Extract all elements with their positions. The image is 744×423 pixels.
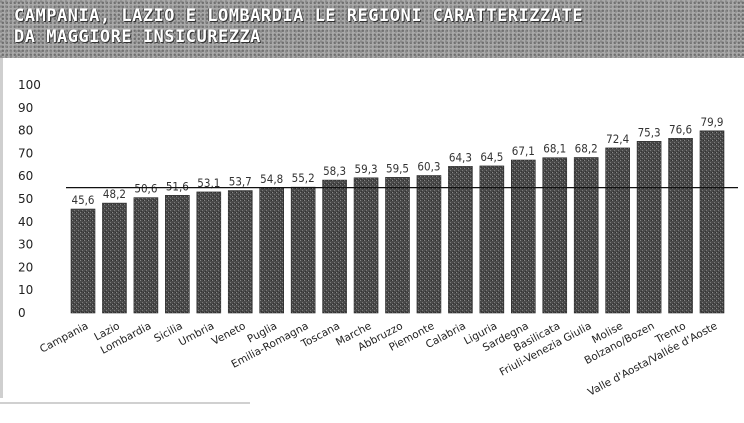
page-edge	[0, 58, 3, 398]
bar-value-label: 64,5	[480, 150, 503, 164]
bottom-rule	[0, 402, 250, 404]
bar-friuli-venezia-giulia	[573, 157, 599, 314]
value-labels: 45,6 48,2 50,6 51,6 53,1 53,7 54,8 55,2 58,3 59,3…	[71, 115, 723, 207]
bar-value-label: 76,6	[669, 122, 692, 136]
bar-value-label: 75,3	[638, 125, 661, 139]
category-label: Veneto	[210, 320, 248, 348]
chart-title-line-1: CAMPANIA, LAZIO E LOMBARDIA LE REGIONI C…	[14, 6, 583, 26]
y-tick-label: 60	[18, 169, 33, 183]
chart-title-line-2: DA MAGGIORE INSICUREZZA	[14, 27, 261, 47]
bar-value-label: 48,2	[103, 187, 126, 201]
bar-value-label: 53,1	[197, 176, 220, 190]
bar-marche	[353, 177, 379, 314]
bar-value-label: 50,6	[134, 182, 157, 196]
chart-header: CAMPANIA, LAZIO E LOMBARDIA LE REGIONI C…	[0, 0, 744, 58]
chart-title: CAMPANIA, LAZIO E LOMBARDIA LE REGIONI C…	[14, 6, 614, 48]
bar-bolzano-bozen	[636, 141, 662, 314]
y-tick-label: 0	[18, 306, 26, 320]
bar-value-label: 60,3	[417, 160, 440, 174]
bar-value-label: 79,9	[700, 115, 723, 129]
y-tick-label: 80	[18, 124, 33, 138]
bar-umbria	[196, 191, 222, 314]
y-tick-label: 70	[18, 146, 33, 160]
bar-value-label: 64,3	[449, 150, 472, 164]
y-tick-label: 50	[18, 192, 33, 206]
bar-value-label: 59,5	[386, 161, 409, 175]
bar-value-label: 72,4	[606, 132, 629, 146]
bar-basilicata	[542, 157, 568, 314]
bar-value-label: 53,7	[229, 175, 252, 189]
bar-liguria	[479, 165, 505, 314]
bar-value-label: 68,2	[575, 142, 598, 156]
category-label: Campania	[38, 320, 91, 356]
bar-value-label: 67,1	[512, 144, 535, 158]
y-tick-label: 20	[18, 260, 33, 274]
bar-lombardia	[133, 197, 159, 314]
bar-piemonte	[416, 175, 442, 314]
bar-calabria	[448, 166, 473, 314]
y-tick-label: 40	[18, 215, 33, 229]
y-tick-label: 90	[18, 101, 33, 115]
y-axis: 0 10 20 30 40 50 60 70 80 90 100	[18, 78, 41, 320]
bar-puglia	[259, 187, 285, 314]
bar-molise	[605, 147, 630, 314]
bar-trento	[668, 138, 693, 314]
y-tick-label: 10	[18, 283, 33, 297]
x-axis-category-labels: Campania LazioLombardiaSiciliaUmbriaVenet…	[38, 320, 720, 399]
bar-campania	[70, 208, 96, 314]
bar-valle-d-aosta-vall-e-d-aoste	[699, 130, 725, 314]
bar-value-label: 68,1	[543, 142, 566, 156]
category-label: Umbria	[177, 320, 216, 349]
y-tick-label: 100	[18, 78, 41, 92]
bar-lazio	[102, 202, 127, 314]
bar-value-label: 58,3	[323, 164, 346, 178]
bar-toscana	[322, 179, 347, 314]
bar-value-label: 55,2	[292, 171, 315, 185]
bar-value-label: 51,6	[166, 179, 189, 193]
bar-series	[70, 130, 725, 314]
bar-emilia-romagna	[290, 186, 316, 314]
bar-value-label: 45,6	[71, 193, 94, 207]
bar-sardegna	[510, 159, 536, 314]
bar-value-label: 59,3	[355, 162, 378, 176]
bar-sicilia	[165, 195, 190, 314]
y-tick-label: 30	[18, 238, 33, 252]
bar-veneto	[227, 190, 253, 314]
bar-value-label: 54,8	[260, 172, 283, 186]
bar-abbruzzo	[385, 177, 410, 314]
